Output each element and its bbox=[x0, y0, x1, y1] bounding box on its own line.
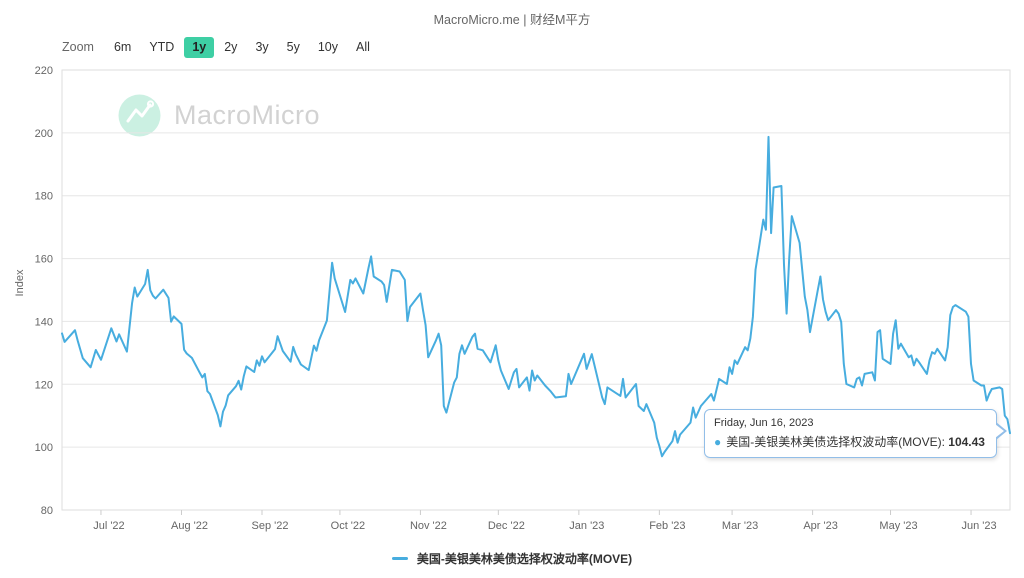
range-toolbar: Zoom 6m YTD 1y 2y 3y 5y 10y All bbox=[62, 37, 378, 58]
chart-subtitle: MacroMicro.me | 财经M平方 bbox=[433, 13, 591, 27]
legend-line-marker bbox=[391, 557, 408, 560]
svg-text:Sep '22: Sep '22 bbox=[252, 520, 289, 532]
tooltip-series-label: 美国-美银美林美债选择权波动率(MOVE): bbox=[726, 435, 945, 449]
plot-border bbox=[61, 69, 1011, 511]
x-axis-labels: Jul '22 Aug '22 Sep '22 Oct '22 Nov '22 Dec '… bbox=[93, 510, 997, 532]
svg-text:Jun '23: Jun '23 bbox=[961, 520, 996, 532]
chart-legend[interactable]: 美国-美银美林美债选择权波动率(MOVE) bbox=[0, 550, 1024, 567]
svg-text:May '23: May '23 bbox=[879, 520, 917, 532]
y-axis-title: Index bbox=[14, 269, 26, 297]
svg-text:Aug '22: Aug '22 bbox=[171, 520, 208, 532]
svg-text:Jul '22: Jul '22 bbox=[93, 520, 124, 532]
svg-text:80: 80 bbox=[41, 505, 53, 517]
series-line[interactable] bbox=[61, 135, 1011, 458]
svg-text:Dec '22: Dec '22 bbox=[488, 520, 525, 532]
svg-text:180: 180 bbox=[35, 191, 53, 203]
range-button-10y[interactable]: 10y bbox=[310, 37, 346, 58]
svg-text:220: 220 bbox=[35, 65, 53, 77]
range-buttons: 6m YTD 1y 2y 3y 5y 10y All bbox=[106, 37, 378, 58]
series-marker-dot: ● bbox=[714, 435, 722, 449]
svg-text:Oct '22: Oct '22 bbox=[331, 520, 366, 532]
range-button-3y[interactable]: 3y bbox=[247, 37, 276, 58]
y-axis-labels: 80 100 120 140 160 180 200 220 bbox=[35, 65, 53, 517]
svg-text:200: 200 bbox=[35, 128, 53, 140]
range-button-all[interactable]: All bbox=[348, 37, 378, 58]
svg-text:Mar '23: Mar '23 bbox=[722, 520, 758, 532]
legend-label: 美国-美银美林美债选择权波动率(MOVE) bbox=[416, 552, 633, 566]
svg-text:Apr '23: Apr '23 bbox=[803, 520, 838, 532]
svg-text:Jan '23: Jan '23 bbox=[569, 520, 604, 532]
range-button-1y[interactable]: 1y bbox=[184, 37, 215, 58]
tooltip-series-row: ● 美国-美银美林美债选择权波动率(MOVE): 104.43 bbox=[714, 433, 985, 450]
range-button-6m[interactable]: 6m bbox=[106, 37, 139, 58]
svg-text:Nov '22: Nov '22 bbox=[410, 520, 447, 532]
svg-text:120: 120 bbox=[35, 379, 53, 391]
range-button-5y[interactable]: 5y bbox=[279, 37, 308, 58]
svg-text:160: 160 bbox=[35, 254, 53, 266]
chart-tooltip: Friday, Jun 16, 2023 ● 美国-美银美林美债选择权波动率(MO… bbox=[704, 409, 1007, 458]
tooltip-date: Friday, Jun 16, 2023 bbox=[714, 417, 814, 429]
range-button-2y[interactable]: 2y bbox=[216, 37, 245, 58]
svg-text:140: 140 bbox=[35, 316, 53, 328]
tooltip-value: 104.43 bbox=[948, 435, 985, 449]
range-button-ytd[interactable]: YTD bbox=[141, 37, 182, 58]
svg-text:Feb '23: Feb '23 bbox=[649, 520, 685, 532]
svg-text:100: 100 bbox=[35, 442, 53, 454]
zoom-label: Zoom bbox=[62, 40, 94, 55]
